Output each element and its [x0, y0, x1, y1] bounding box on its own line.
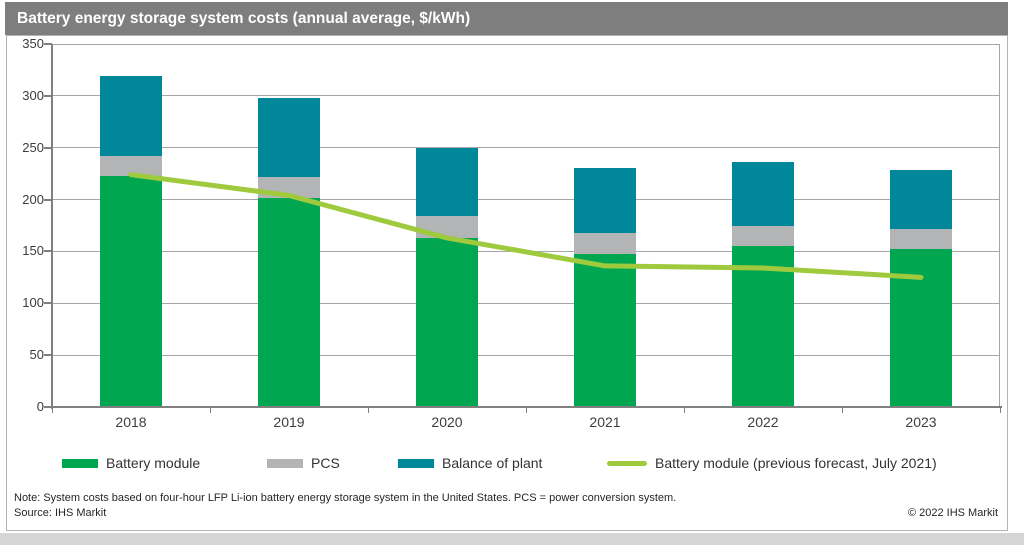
x-axis-tick-label: 2018 [115, 414, 147, 430]
bar-segment-pcs [100, 156, 162, 176]
y-axis-tick [44, 146, 52, 149]
x-axis-tick [842, 408, 843, 413]
y-axis-line [51, 44, 53, 409]
x-axis-tick [52, 408, 53, 413]
gridline-150 [52, 250, 1000, 252]
balance-of-plant-swatch [398, 458, 434, 468]
x-axis-line [49, 406, 1002, 408]
y-axis-tick-label: 250 [22, 139, 44, 155]
gridline-50 [52, 354, 1000, 356]
bar-segment-balance-of-plant [100, 76, 162, 157]
gridline-300 [52, 95, 1000, 97]
bottom-strip [0, 533, 1024, 545]
bar-segment-battery-module [732, 246, 794, 407]
y-axis-tick-label: 300 [22, 87, 44, 103]
x-axis-tick-label: 2020 [431, 414, 463, 430]
legend-label: PCS [311, 455, 340, 471]
bar-segment-balance-of-plant [574, 168, 636, 233]
bar-2018 [100, 44, 162, 407]
chart-legend: Battery module PCS Balance of plant Batt… [0, 452, 1024, 474]
forecast-line-swatch [607, 460, 647, 466]
copyright-note: © 2022 IHS Markit [907, 507, 998, 519]
y-axis-tick [44, 406, 52, 408]
x-axis-tick-label: 2022 [747, 414, 779, 430]
y-axis-tick-label: 200 [22, 191, 44, 207]
bar-segment-battery-module [258, 197, 320, 407]
source-note: Source: IHS Markit [14, 507, 107, 519]
x-axis-tick [526, 408, 527, 413]
bar-2021 [574, 44, 636, 407]
bar-2022 [732, 44, 794, 407]
footnote: Note: System costs based on four-hour LF… [14, 492, 677, 504]
bar-segment-pcs [732, 225, 794, 247]
y-axis-tick [44, 94, 52, 97]
forecast-line [128, 172, 924, 280]
bar-segment-battery-module [574, 253, 636, 407]
chart-title: Battery energy storage system costs (ann… [17, 10, 471, 27]
y-axis-tick-label: 0 [36, 399, 44, 414]
bar-2020 [416, 44, 478, 407]
y-axis-tick-label: 350 [22, 36, 44, 51]
chart-frame [6, 35, 1008, 531]
plot-right-border [999, 44, 1000, 407]
battery-module-swatch [62, 458, 98, 468]
bar-segment-balance-of-plant [732, 162, 794, 226]
legend-label: Battery module (previous forecast, July … [655, 455, 937, 471]
x-axis-tick [1000, 408, 1001, 413]
legend-item-previous-forecast: Battery module (previous forecast, July … [607, 452, 937, 474]
y-axis-tick [44, 43, 52, 45]
bar-segment-battery-module [416, 237, 478, 407]
legend-label: Battery module [106, 455, 201, 471]
bar-segment-pcs [574, 232, 636, 254]
bar-segment-balance-of-plant [416, 147, 478, 217]
x-axis-tick-label: 2021 [589, 414, 621, 430]
legend-label: Balance of plant [442, 455, 543, 471]
bar-segment-balance-of-plant [890, 169, 952, 229]
bar-segment-pcs [890, 228, 952, 250]
y-axis-tick [44, 302, 52, 305]
legend-item-balance-of-plant: Balance of plant [398, 452, 542, 474]
legend-item-battery-module: Battery module [62, 452, 200, 474]
bar-2023 [890, 44, 952, 407]
chart-title-bar: Battery energy storage system costs (ann… [5, 2, 1008, 35]
x-axis-tick-label: 2023 [905, 414, 937, 430]
bar-segment-balance-of-plant [258, 97, 320, 177]
y-axis-tick [44, 250, 52, 253]
y-axis-tick-label: 50 [29, 347, 44, 363]
bar-2019 [258, 44, 320, 407]
y-axis-tick [44, 198, 52, 201]
plot-area [52, 43, 1000, 407]
bar-segment-battery-module [100, 175, 162, 407]
x-axis-tick [368, 408, 369, 413]
x-axis-tick-label: 2019 [273, 414, 305, 430]
x-axis-tick [684, 408, 685, 413]
gridline-100 [52, 302, 1000, 304]
x-axis-tick [210, 408, 211, 413]
y-axis-tick-label: 100 [22, 295, 44, 311]
gridline-200 [52, 199, 1000, 201]
legend-item-pcs: PCS [267, 452, 340, 474]
gridline-350 [52, 43, 1000, 45]
pcs-swatch [267, 458, 303, 468]
bar-segment-battery-module [890, 249, 952, 407]
y-axis-tick-label: 150 [22, 243, 44, 259]
bar-segment-pcs [258, 176, 320, 198]
bar-segment-pcs [416, 216, 478, 238]
y-axis-tick [44, 354, 52, 357]
gridline-250 [52, 147, 1000, 149]
